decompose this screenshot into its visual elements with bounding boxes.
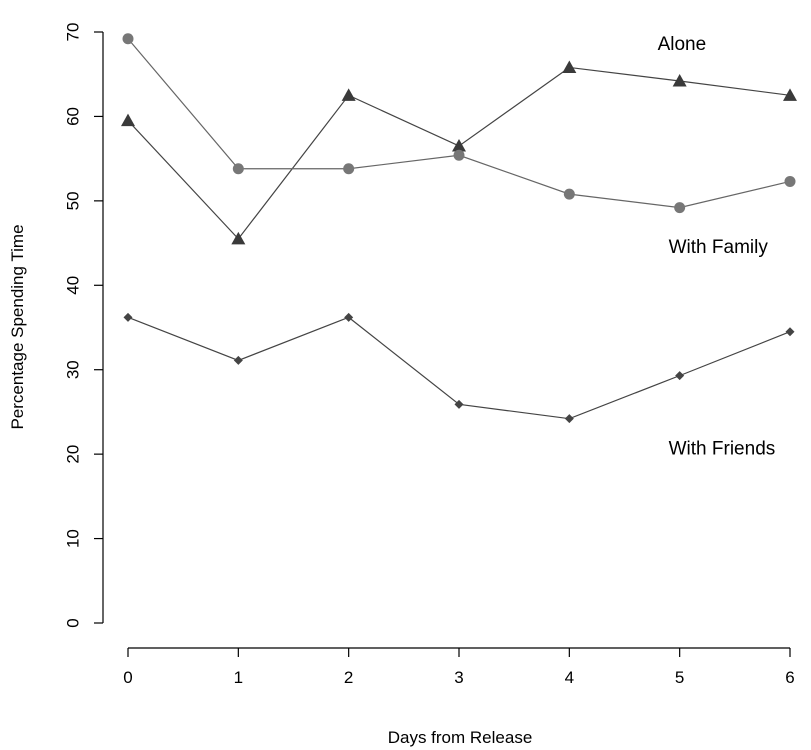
x-axis-ticks: 0 1 2 3 4 5 6 xyxy=(123,648,795,687)
data-point xyxy=(343,163,355,175)
series-line xyxy=(127,38,791,209)
plot-area: 0 1 2 3 4 5 6 0 10 20 30 40 50 60 70 Alone With Family… xyxy=(64,23,797,687)
series-annotation: With Family xyxy=(669,237,769,258)
series-alone xyxy=(121,60,797,245)
data-point xyxy=(122,33,134,45)
y-tick-label: 50 xyxy=(64,191,83,210)
data-point xyxy=(453,149,465,161)
data-point xyxy=(454,399,464,409)
data-point xyxy=(452,138,466,152)
data-point xyxy=(675,371,685,381)
data-point xyxy=(231,231,246,245)
data-point xyxy=(344,312,354,322)
y-tick-label: 20 xyxy=(64,445,83,464)
y-tick-label: 10 xyxy=(64,529,83,548)
data-point xyxy=(121,113,135,127)
x-tick-label: 2 xyxy=(344,668,353,687)
x-tick-label: 4 xyxy=(565,668,574,687)
y-tick-label: 0 xyxy=(64,618,83,627)
data-point xyxy=(232,163,244,175)
data-point xyxy=(562,60,577,73)
series-with-family xyxy=(122,33,796,214)
data-point xyxy=(123,312,133,322)
data-point xyxy=(674,202,686,214)
x-tick-label: 1 xyxy=(234,668,243,687)
annotation-layer: Alone With Family With Friends xyxy=(658,34,776,459)
y-tick-label: 40 xyxy=(64,276,83,295)
y-axis-ticks: 0 10 20 30 40 50 60 70 xyxy=(64,23,103,628)
series-with-friends xyxy=(123,312,795,424)
series-layer xyxy=(121,33,797,424)
x-tick-label: 6 xyxy=(785,668,794,687)
data-point xyxy=(233,355,243,365)
data-point xyxy=(672,73,687,87)
y-tick-label: 30 xyxy=(64,360,83,379)
y-tick-label: 60 xyxy=(64,107,83,126)
x-axis-title: Days from Release xyxy=(388,728,533,747)
y-axis-title: Percentage Spending Time xyxy=(8,224,27,429)
series-annotation: With Friends xyxy=(669,439,776,460)
series-annotation: Alone xyxy=(658,34,707,55)
data-point xyxy=(784,175,796,187)
data-point xyxy=(783,88,797,101)
data-point xyxy=(564,414,574,424)
data-point xyxy=(341,88,356,101)
x-tick-label: 0 xyxy=(123,668,132,687)
data-point xyxy=(785,327,795,337)
x-tick-label: 5 xyxy=(675,668,684,687)
x-tick-label: 3 xyxy=(454,668,463,687)
y-tick-label: 70 xyxy=(64,23,83,42)
data-point xyxy=(563,188,575,200)
